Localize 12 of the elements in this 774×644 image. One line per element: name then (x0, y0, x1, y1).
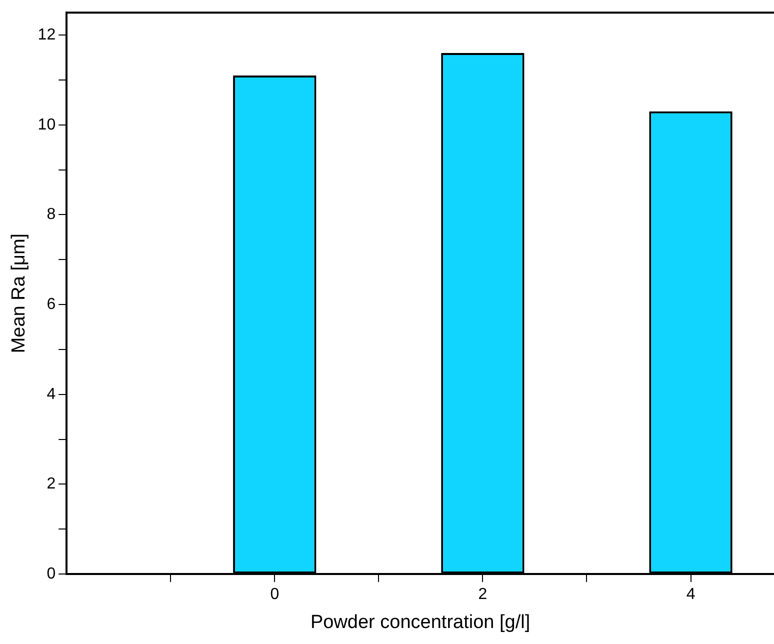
x-tick-label: 4 (686, 586, 696, 604)
y-tick-label: 12 (38, 26, 56, 44)
y-axis-title: Mean Ra [μm] (8, 233, 30, 354)
x-tick-label: 2 (478, 586, 488, 604)
y-tick-label: 6 (46, 296, 56, 313)
y-tick-label: 8 (46, 206, 56, 224)
y-tick-label: 2 (46, 476, 56, 493)
y-tick-label: 0 (46, 565, 56, 582)
x-axis-title: Powder concentration [g/l] (310, 612, 530, 633)
y-tick-label: 4 (46, 386, 56, 403)
y-tick-label: 10 (38, 116, 56, 134)
x-tick-label: 0 (270, 586, 280, 604)
